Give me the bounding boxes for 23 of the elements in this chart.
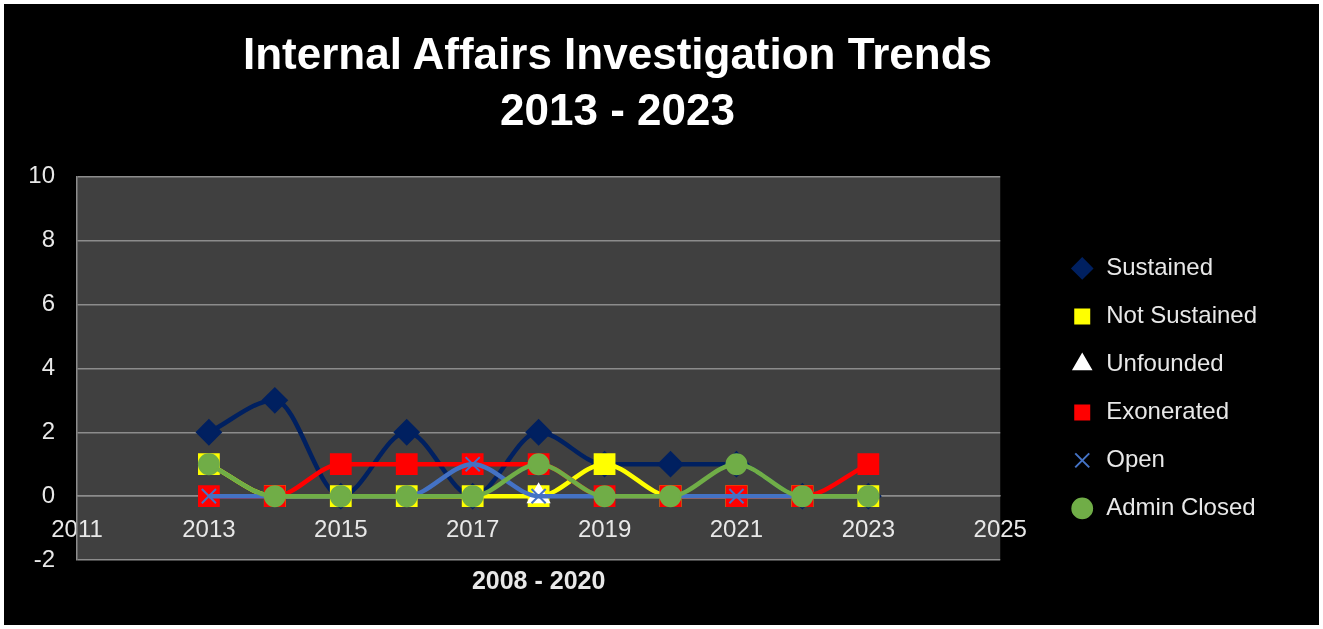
y-tick-label: 6 <box>41 289 55 317</box>
x-tick-label: 2017 <box>445 515 500 543</box>
x-tick-label: 2011 <box>51 515 103 543</box>
x-tick-label: 2021 <box>709 515 764 543</box>
y-tick-label: 0 <box>41 480 55 508</box>
y-tick-label: 4 <box>41 353 55 381</box>
y-tick-label: -2 <box>33 544 55 572</box>
x-tick-label: 2013 <box>182 515 236 543</box>
x-tick-label: 2025 <box>973 515 1027 543</box>
legend-label: Not Sustained <box>1106 301 1257 329</box>
legend-label: Open <box>1106 445 1165 473</box>
y-tick-label: 10 <box>28 161 55 189</box>
legend-label: Sustained <box>1106 253 1213 281</box>
x-tick-label: 2015 <box>314 515 368 543</box>
x-tick-label: 2019 <box>577 515 632 543</box>
x-axis-title: 2008 - 2020 <box>471 565 606 594</box>
legend-label: Exonerated <box>1106 397 1229 425</box>
legend-label: Unfounded <box>1106 349 1224 377</box>
chart-title: Internal Affairs Investigation Trends 2013 - 2023 <box>243 29 992 134</box>
x-tick-label: 2023 <box>841 515 896 543</box>
y-tick-label: 8 <box>41 225 55 253</box>
legend-label: Admin Closed <box>1106 493 1256 521</box>
y-tick-label: 2 <box>41 416 55 444</box>
